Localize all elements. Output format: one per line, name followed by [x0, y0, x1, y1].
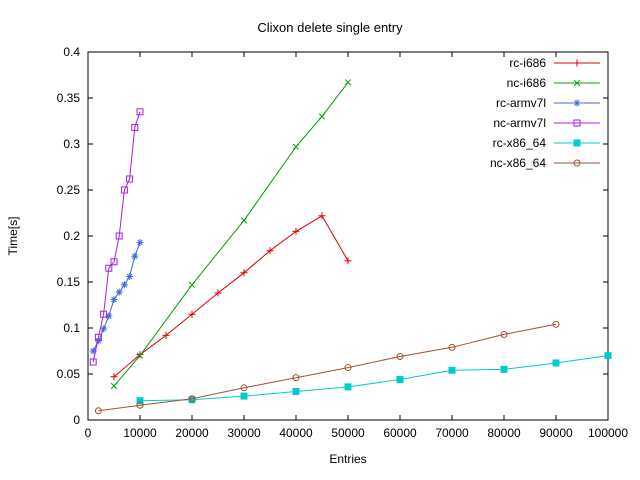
series-line-nc-i686	[113, 82, 349, 387]
series-marker-rc-i686	[188, 310, 196, 318]
x-tick-label: 100000	[588, 426, 628, 440]
series-marker-nc-x86_64	[136, 401, 144, 409]
series-line-nc-x86_64	[98, 323, 557, 412]
series-marker-nc-x86_64	[552, 320, 560, 328]
legend-label-rc-x86_64: rc-x86_64	[493, 136, 547, 150]
series-marker-nc-armv7l	[89, 358, 97, 366]
legend-marker-nc-x86_64	[573, 159, 581, 167]
series-line-nc-armv7l	[92, 111, 141, 363]
legend-marker-rc-x86_64	[573, 139, 581, 147]
series-marker-rc-armv7l	[94, 337, 102, 345]
y-tick-label: 0.35	[57, 91, 81, 105]
x-tick-label: 90000	[539, 426, 573, 440]
series-marker-rc-x86_64	[604, 352, 612, 360]
y-tick-label: 0.15	[57, 275, 81, 289]
series-marker-rc-x86_64	[552, 359, 560, 367]
series-marker-rc-x86_64	[448, 366, 456, 374]
series-marker-nc-x86_64	[448, 343, 456, 351]
legend-label-nc-x86_64: nc-x86_64	[490, 156, 546, 170]
legend-marker-rc-armv7l	[573, 99, 581, 107]
series-marker-nc-x86_64	[94, 407, 102, 415]
series-marker-nc-armv7l	[136, 108, 144, 116]
series-marker-rc-x86_64	[136, 397, 144, 405]
x-tick-label: 80000	[487, 426, 521, 440]
series-marker-rc-armv7l	[89, 347, 97, 355]
series-marker-rc-x86_64	[396, 376, 404, 384]
legend-label-rc-armv7l: rc-armv7l	[496, 96, 546, 110]
x-tick-label: 50000	[331, 426, 365, 440]
y-axis-label: Time[s]	[6, 217, 20, 256]
chart-title: Clixon delete single entry	[257, 20, 403, 35]
series-line-rc-i686	[113, 215, 349, 378]
series-marker-rc-x86_64	[344, 383, 352, 391]
legend-marker-nc-i686	[573, 79, 581, 87]
y-tick-label: 0.25	[57, 183, 81, 197]
x-tick-label: 40000	[279, 426, 313, 440]
series-marker-nc-x86_64	[396, 353, 404, 361]
series-marker-rc-i686	[110, 373, 118, 381]
legend-label-nc-armv7l: nc-armv7l	[493, 116, 546, 130]
legend-label-nc-i686: nc-i686	[507, 76, 547, 90]
y-tick-label: 0.2	[63, 229, 80, 243]
series-marker-rc-armv7l	[105, 312, 113, 320]
series-marker-nc-i686	[344, 79, 352, 86]
series-marker-rc-i686	[292, 227, 300, 235]
legend-marker-nc-armv7l	[573, 119, 581, 127]
y-tick-label: 0.4	[63, 45, 80, 59]
series-marker-rc-armv7l	[100, 325, 108, 333]
y-tick-label: 0.05	[57, 367, 81, 381]
legend-marker-rc-i686	[573, 59, 581, 67]
series-marker-nc-x86_64	[344, 364, 352, 372]
series-marker-nc-armv7l	[105, 264, 113, 272]
series-marker-nc-x86_64	[500, 330, 508, 338]
x-tick-label: 60000	[383, 426, 417, 440]
series-marker-rc-i686	[136, 351, 144, 359]
series-marker-rc-i686	[318, 212, 326, 220]
series-marker-nc-armv7l	[131, 123, 139, 131]
series-marker-rc-armv7l	[126, 272, 134, 280]
series-marker-nc-i686	[188, 281, 196, 288]
x-tick-label: 10000	[123, 426, 157, 440]
series-marker-rc-armv7l	[136, 238, 144, 246]
series-marker-nc-i686	[292, 143, 300, 150]
y-tick-label: 0.3	[63, 137, 80, 151]
series-marker-rc-armv7l	[131, 252, 139, 260]
x-tick-label: 0	[85, 426, 92, 440]
series-marker-rc-i686	[344, 257, 352, 265]
series-marker-nc-armv7l	[126, 175, 134, 183]
plot-render-layer: 0 10000 20000 30000 40000 50000 60000 70000 8000…	[57, 45, 629, 440]
series-marker-nc-armv7l	[100, 310, 108, 318]
series-marker-rc-armv7l	[115, 288, 123, 296]
x-tick-label: 20000	[175, 426, 209, 440]
series-marker-nc-armv7l	[94, 333, 102, 341]
legend-label-rc-i686: rc-i686	[509, 56, 546, 70]
series-marker-rc-i686	[266, 247, 274, 255]
series-marker-nc-armv7l	[120, 186, 128, 194]
y-tick-label: 0.1	[63, 321, 80, 335]
series-marker-nc-i686	[240, 217, 248, 224]
series-marker-nc-x86_64	[188, 395, 196, 403]
series-marker-rc-armv7l	[120, 281, 128, 289]
series-line-rc-x86_64	[139, 355, 609, 402]
series-marker-nc-armv7l	[115, 232, 123, 240]
series-marker-nc-x86_64	[292, 374, 300, 382]
series-marker-rc-x86_64	[500, 365, 508, 373]
series-marker-rc-x86_64	[240, 392, 248, 400]
series-marker-rc-x86_64	[292, 387, 300, 395]
series-marker-nc-i686	[318, 113, 326, 120]
series-marker-rc-armv7l	[110, 295, 118, 303]
x-tick-label: 70000	[435, 426, 469, 440]
series-marker-nc-i686	[136, 352, 144, 359]
series-marker-rc-i686	[214, 289, 222, 297]
series-marker-nc-armv7l	[110, 258, 118, 266]
series-marker-nc-i686	[110, 382, 118, 390]
series-marker-rc-i686	[240, 269, 248, 277]
series-marker-rc-i686	[162, 331, 170, 339]
y-tick-label: 0	[73, 413, 80, 427]
series-marker-nc-x86_64	[240, 384, 248, 392]
x-tick-label: 30000	[227, 426, 261, 440]
x-axis-label: Entries	[329, 452, 366, 466]
